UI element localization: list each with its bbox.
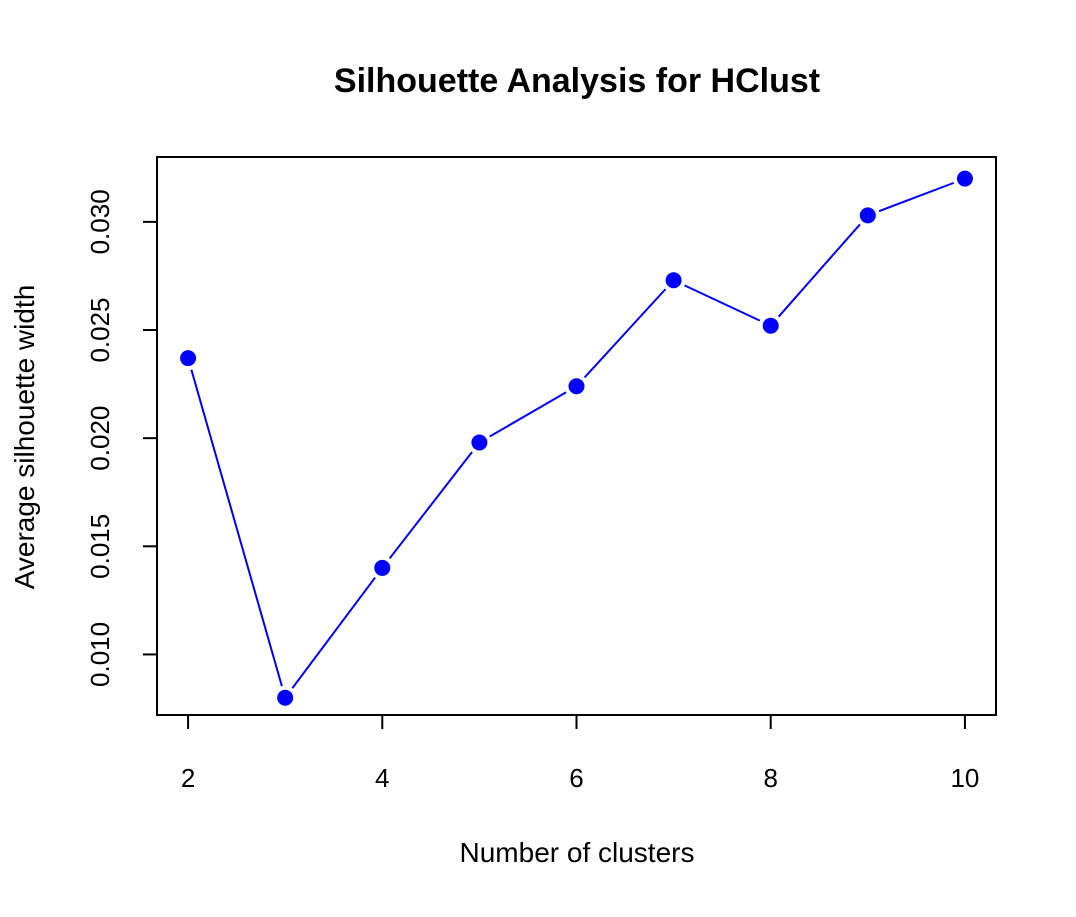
series-line-segment [388,451,473,560]
data-point [665,272,682,289]
data-point [956,170,973,187]
series-line-segment [291,576,376,689]
data-point [762,317,779,334]
series-line-segment [878,181,955,213]
y-tick-label: 0.020 [85,406,115,471]
data-point [180,350,197,367]
x-tick-label: 6 [569,763,583,793]
series-line-segment [489,391,567,438]
series-line-segment [190,369,283,687]
y-tick-label: 0.025 [85,297,115,362]
data-point [568,378,585,395]
data-point [859,207,876,224]
x-tick-label: 10 [950,763,979,793]
x-tick-label: 8 [763,763,777,793]
data-point [277,689,294,706]
series-line-segment [684,284,761,322]
y-tick-label: 0.015 [85,514,115,579]
data-point [374,559,391,576]
data-point [471,434,488,451]
series-line-segment [583,288,667,379]
y-axis-label: Average silhouette width [9,285,40,590]
axes-layer: 2 4 6 8 10 0.010 0.015 0.020 0.025 0.030 [85,189,979,793]
series-layer [180,170,973,706]
x-tick-label: 4 [375,763,389,793]
chart-title: Silhouette Analysis for HClust [334,62,820,100]
series-line-segment [777,223,861,318]
plot-frame [156,156,997,716]
x-tick-label: 2 [181,763,195,793]
y-tick-label: 0.030 [85,189,115,254]
y-tick-label: 0.010 [85,622,115,687]
x-axis-label: Number of clusters [460,837,695,868]
